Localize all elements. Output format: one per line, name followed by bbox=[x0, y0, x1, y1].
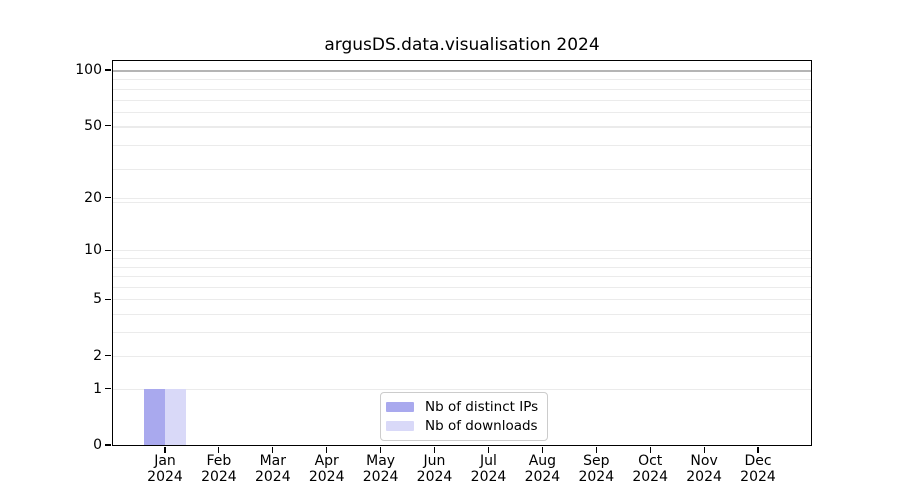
x-tick-label: May 2024 bbox=[363, 453, 399, 485]
plot-area: 0 1 2 5 10 20 50 100 Jan 2024 Feb 2024 Mar 2024 Apr 202… bbox=[75, 60, 812, 485]
y-gridline-minor bbox=[113, 89, 811, 90]
x-tick-month: Jul bbox=[480, 453, 497, 469]
x-tick-month: Feb bbox=[206, 453, 232, 469]
x-tick-month: Nov bbox=[690, 453, 718, 469]
legend-label-downloads: Nb of downloads bbox=[425, 418, 538, 434]
y-tick-label: 10 bbox=[84, 242, 102, 259]
x-tick-mark bbox=[218, 447, 220, 453]
x-tick-label: Oct 2024 bbox=[632, 453, 668, 485]
x-tick-label: Jun 2024 bbox=[417, 453, 453, 485]
y-tick-mark bbox=[105, 388, 111, 390]
x-tick-label: Nov 2024 bbox=[686, 453, 722, 485]
y-gridline-minor bbox=[113, 257, 811, 259]
x-tick-month: Jan bbox=[154, 453, 176, 469]
x-tick-month: Oct bbox=[638, 453, 663, 469]
x-tick-month: Aug bbox=[528, 453, 557, 469]
x-tick-mark bbox=[272, 447, 274, 453]
legend-swatch-distinct-ips bbox=[386, 402, 414, 412]
x-tick-label: Sep 2024 bbox=[578, 453, 614, 485]
x-tick-month: Sep bbox=[583, 453, 610, 469]
y-gridline-minor bbox=[113, 168, 811, 170]
y-gridline-major bbox=[113, 388, 811, 390]
y-gridline-minor bbox=[113, 314, 811, 316]
x-tick-year: 2024 bbox=[201, 469, 237, 485]
legend-label-distinct-ips: Nb of distinct IPs bbox=[425, 399, 539, 415]
legend-item-distinct-ips: Nb of distinct IPs bbox=[386, 399, 541, 415]
x-tick-mark bbox=[541, 447, 543, 453]
legend: Nb of distinct IPs Nb of downloads bbox=[380, 392, 548, 441]
x-tick-mark bbox=[164, 447, 166, 453]
bar-distinct-ips bbox=[144, 388, 165, 445]
x-tick-year: 2024 bbox=[470, 469, 507, 485]
y-tick-mark bbox=[105, 249, 111, 251]
x-tick-month: Jun bbox=[423, 453, 446, 469]
x-tick-label: Apr 2024 bbox=[309, 453, 345, 485]
x-tick-year: 2024 bbox=[524, 469, 561, 485]
x-tick-year: 2024 bbox=[740, 469, 776, 485]
x-tick-mark bbox=[380, 447, 382, 453]
y-tick-label: 5 bbox=[93, 291, 102, 308]
y-gridline-minor bbox=[113, 145, 811, 147]
x-tick-mark bbox=[703, 447, 705, 453]
y-gridline-minor bbox=[113, 112, 811, 114]
legend-swatch-downloads bbox=[386, 421, 414, 431]
y-gridline-minor bbox=[113, 127, 811, 129]
y-tick-mark bbox=[105, 124, 111, 127]
x-tick-label: Dec 2024 bbox=[740, 453, 776, 485]
x-tick-month: Mar bbox=[259, 453, 287, 469]
y-tick-mark bbox=[105, 444, 111, 446]
x-tick-year: 2024 bbox=[362, 469, 399, 485]
y-tick-label: 2 bbox=[93, 347, 102, 364]
x-tick-mark bbox=[487, 447, 490, 453]
x-tick-mark bbox=[326, 447, 328, 453]
y-gridline-major bbox=[113, 197, 811, 199]
x-tick-month: May bbox=[366, 453, 396, 469]
y-gridline-major bbox=[113, 299, 811, 301]
x-tick-label: Mar 2024 bbox=[255, 453, 291, 485]
y-tick-mark bbox=[105, 298, 111, 300]
x-tick-month: Dec bbox=[744, 453, 772, 469]
x-tick-month: Apr bbox=[314, 453, 339, 469]
x-tick-label: Jan 2024 bbox=[147, 453, 183, 485]
y-tick-label: 100 bbox=[75, 62, 102, 78]
y-gridline-major bbox=[113, 250, 811, 252]
y-tick-label: 0 bbox=[93, 437, 102, 453]
y-gridline-minor bbox=[113, 79, 811, 81]
y-tick-mark bbox=[105, 355, 111, 357]
y-gridline-minor bbox=[113, 286, 811, 288]
y-tick-mark bbox=[105, 69, 111, 71]
y-gridline-minor bbox=[113, 332, 811, 334]
x-tick-year: 2024 bbox=[254, 469, 291, 485]
x-tick-mark bbox=[433, 447, 436, 453]
x-tick-label: Jul 2024 bbox=[471, 453, 507, 485]
x-tick-mark bbox=[649, 447, 651, 453]
x-tick-year: 2024 bbox=[578, 469, 615, 485]
y-gridline-major bbox=[113, 125, 811, 127]
x-tick-year: 2024 bbox=[308, 469, 345, 485]
y-tick-mark bbox=[105, 197, 111, 199]
y-gridline-minor bbox=[113, 276, 811, 277]
y-gridline-major bbox=[113, 355, 811, 357]
y-gridline-minor bbox=[113, 201, 811, 203]
y-gridline-minor bbox=[113, 99, 811, 101]
y-tick-label: 20 bbox=[84, 189, 102, 206]
chart-title: argusDS.data.visualisation 2024 bbox=[324, 35, 600, 55]
x-tick-label: Feb 2024 bbox=[201, 453, 237, 485]
bar-downloads bbox=[165, 388, 186, 445]
x-tick-label: Aug 2024 bbox=[525, 453, 561, 485]
x-tick-year: 2024 bbox=[416, 469, 453, 485]
x-tick-year: 2024 bbox=[632, 469, 669, 485]
y-gridline-major bbox=[113, 70, 811, 72]
x-tick-year: 2024 bbox=[686, 469, 722, 485]
x-tick-mark bbox=[757, 447, 759, 453]
x-tick-year: 2024 bbox=[147, 469, 183, 485]
legend-item-downloads: Nb of downloads bbox=[386, 418, 541, 434]
y-gridline-minor bbox=[113, 266, 811, 268]
y-tick-label: 50 bbox=[84, 117, 102, 134]
y-tick-label: 1 bbox=[93, 380, 102, 397]
x-tick-mark bbox=[595, 447, 597, 453]
